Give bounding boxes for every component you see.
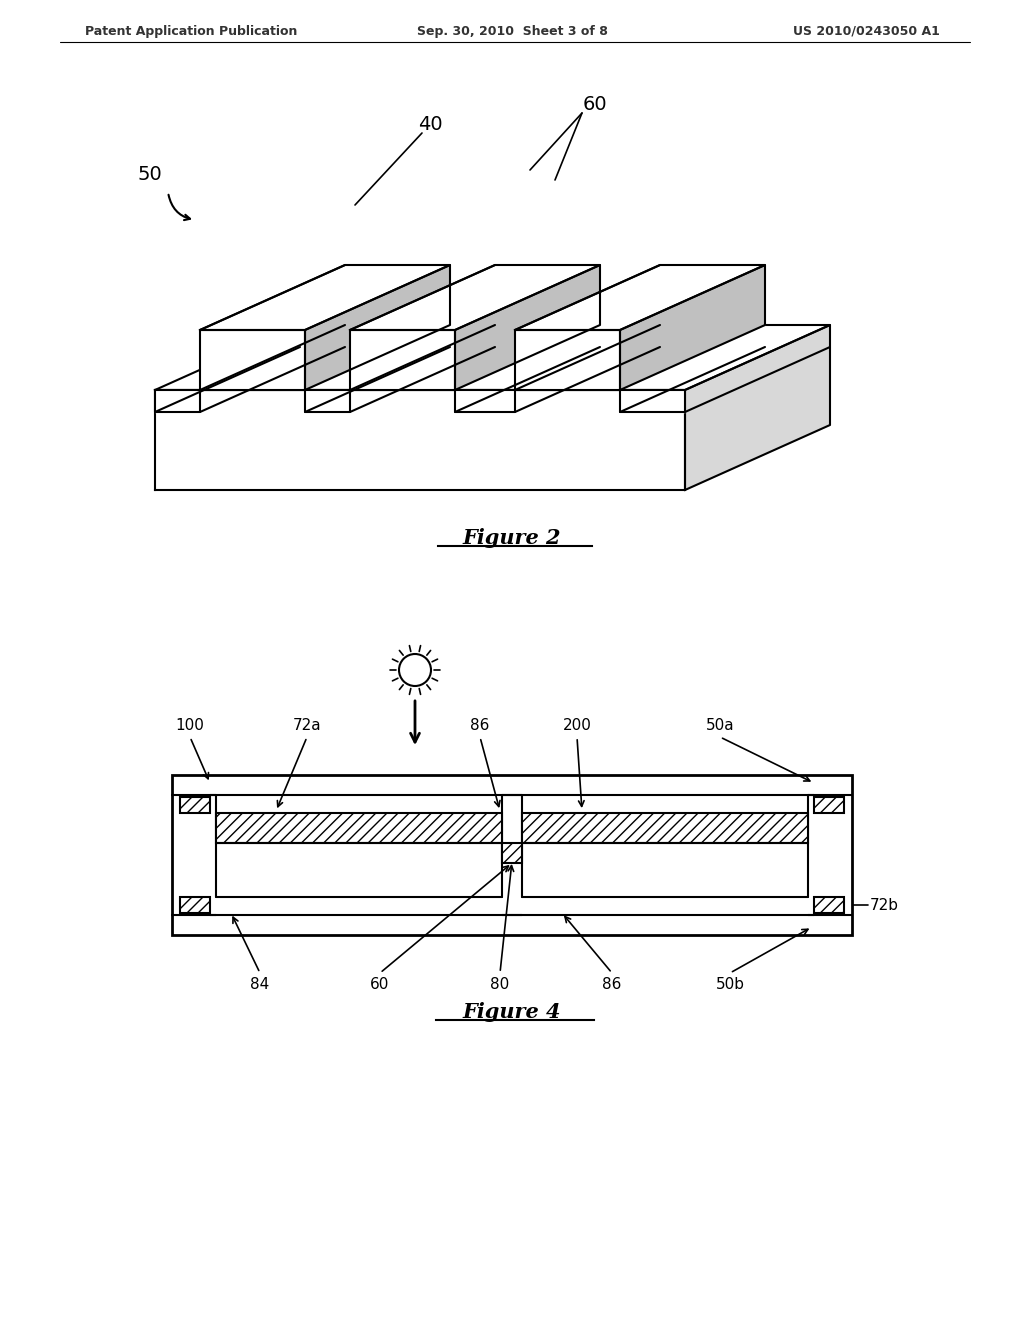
Text: 50a: 50a [706,718,734,733]
Polygon shape [200,265,450,330]
Text: 72b: 72b [870,898,899,912]
Polygon shape [305,389,350,412]
Polygon shape [155,389,685,490]
Text: 100: 100 [175,718,205,733]
Polygon shape [515,265,765,330]
Text: Figure 2: Figure 2 [463,528,561,548]
Bar [216,813,502,843]
Text: 50: 50 [137,165,163,185]
Polygon shape [350,330,455,389]
Polygon shape [305,265,450,389]
Text: 72a: 72a [293,718,322,733]
Circle shape [399,653,431,686]
Bar [180,797,210,813]
Text: 200: 200 [562,718,592,733]
Polygon shape [620,265,765,389]
Polygon shape [200,330,305,389]
Bar [502,843,522,863]
Bar [180,898,210,913]
Polygon shape [155,325,830,389]
Bar [814,797,844,813]
Polygon shape [685,325,830,490]
Polygon shape [455,265,600,389]
Text: 50b: 50b [716,977,744,993]
Text: Patent Application Publication: Patent Application Publication [85,25,297,38]
Text: 80: 80 [490,977,510,993]
Text: US 2010/0243050 A1: US 2010/0243050 A1 [794,25,940,38]
Text: Figure 4: Figure 4 [463,1002,561,1022]
Text: Sep. 30, 2010  Sheet 3 of 8: Sep. 30, 2010 Sheet 3 of 8 [417,25,607,38]
Text: 86: 86 [602,977,622,993]
Text: 84: 84 [251,977,269,993]
Bar [172,775,852,935]
Text: 60: 60 [371,977,390,993]
Polygon shape [620,389,685,412]
Text: 86: 86 [470,718,489,733]
Bar [522,813,808,843]
Polygon shape [350,265,600,330]
Polygon shape [455,389,515,412]
Bar [814,898,844,913]
Polygon shape [155,389,200,412]
Text: 60: 60 [583,95,607,115]
Polygon shape [515,330,620,389]
Text: 40: 40 [418,116,442,135]
